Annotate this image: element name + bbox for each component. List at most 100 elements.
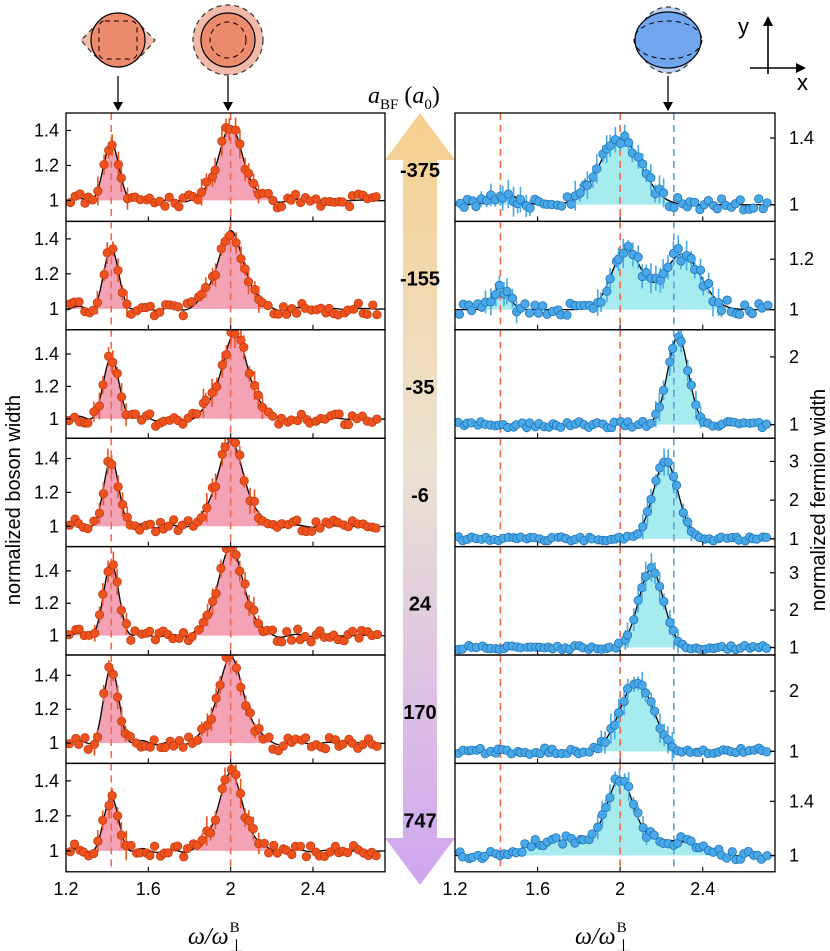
boson-data-point: [94, 610, 105, 620]
axis-x-label: x: [797, 70, 808, 95]
boson-data-point: [98, 815, 108, 825]
fermion-data-point: [649, 830, 659, 840]
boson-data-point: [173, 302, 183, 312]
boson-data-point: [145, 519, 155, 529]
fermion-data-point: [658, 385, 669, 395]
fermion-data-point: [494, 280, 504, 290]
fermion-data-point: [628, 799, 639, 809]
icon-pointer-arrows: [113, 76, 673, 111]
boson-data-point: [353, 298, 363, 308]
fermion-data-point: [651, 475, 661, 486]
boson-data-point: [371, 192, 381, 202]
boson-fill-area: [66, 440, 385, 527]
coupling-strength-arrow: [385, 113, 455, 885]
boson-data-point: [88, 305, 98, 315]
fermion-data-point: [605, 274, 615, 284]
boson-data-point: [89, 848, 99, 859]
boson-data-point: [113, 265, 123, 276]
fermion-data-point: [615, 138, 626, 149]
fermion-data-point: [618, 248, 628, 258]
xtick-label: 2: [226, 879, 236, 899]
boson-data-point: [306, 637, 316, 647]
boson-data-point: [226, 546, 236, 552]
boson-data-point: [239, 342, 249, 352]
boson-data-point: [231, 663, 242, 673]
ytick-label: 3: [789, 451, 799, 471]
boson-data-point: [116, 605, 127, 615]
boson-data-point: [210, 815, 221, 825]
boson-data-point: [354, 633, 364, 643]
coupling-value-6: 170: [403, 702, 436, 724]
xtick-label: 2.4: [690, 879, 715, 899]
boson-data-point: [239, 476, 249, 486]
fermion-data-point: [678, 508, 688, 518]
fermion-data-point: [642, 507, 653, 517]
boson-data-point: [108, 669, 118, 680]
boson-data-point: [221, 349, 231, 360]
fermion-data-point: [650, 568, 660, 578]
boson-data-point: [155, 307, 165, 317]
boson-data-point: [145, 742, 155, 752]
boson-data-point: [236, 788, 246, 799]
fermion-data-point: [663, 457, 673, 467]
boson-data-point: [244, 368, 254, 379]
boson-data-point: [178, 742, 188, 752]
boson-data-point: [178, 419, 188, 429]
fermion-data-point: [646, 697, 656, 707]
boson-data-point: [293, 624, 303, 634]
boson-data-point: [206, 714, 217, 724]
fermion-data-point: [650, 706, 660, 716]
boson-data-point: [169, 741, 179, 751]
boson-data-point: [202, 503, 212, 513]
boson-panel-1: 1 1.2 1.4: [34, 112, 386, 223]
fermion-data-point: [600, 737, 610, 748]
fermion-data-point: [582, 180, 593, 190]
boson-data-point: [235, 450, 245, 460]
fermion-data-point: [601, 802, 611, 813]
fermion-data-point: [455, 309, 464, 319]
fermion-data-point: [624, 781, 634, 792]
fermion-data-point: [638, 822, 648, 833]
fermion-data-point: [619, 696, 629, 707]
fermion-data-point: [668, 471, 679, 482]
ytick-label: 2: [789, 681, 799, 701]
fermion-panel-3: 12: [454, 329, 799, 439]
ytick-label: 1: [49, 626, 59, 646]
coupling-header: aBF (a0): [368, 83, 440, 113]
ytick-label: 1.4: [34, 344, 59, 364]
boson-data-point: [217, 136, 227, 146]
ytick-label: 1.4: [789, 791, 814, 811]
ytick-label: 1.2: [789, 249, 814, 269]
boson-data-point: [98, 489, 108, 499]
ytick-label: 1.2: [34, 593, 59, 613]
ytick-label: 1.2: [34, 699, 59, 719]
fermion-data-point: [748, 203, 759, 213]
boson-data-point: [117, 499, 128, 510]
boson-data-point: [212, 381, 222, 392]
boson-data-point: [126, 840, 136, 851]
boson-data-point: [196, 512, 207, 523]
fermion-data-point: [659, 188, 669, 198]
boson-data-point: [278, 302, 289, 312]
boson-data-point: [206, 828, 216, 838]
boson-data-point: [122, 299, 132, 309]
boson-data-point: [113, 811, 123, 821]
boson-data-point: [198, 617, 208, 628]
boson-data-point: [193, 735, 203, 745]
boson-data-point: [126, 635, 136, 645]
fermion-data-point: [556, 201, 567, 211]
panel-frame: [65, 762, 386, 873]
boson-data-point: [343, 848, 353, 858]
boson-data-point: [267, 625, 278, 635]
boson-data-point: [192, 409, 202, 419]
boson-data-point: [292, 515, 302, 525]
ytick-label: 1.4: [34, 561, 59, 581]
boson-data-point: [107, 791, 117, 801]
coordinate-axes-icon: [750, 16, 806, 74]
fermion-panel-4: 1 2 3: [454, 437, 799, 549]
boson-panel-4: 1 1.2 1.4: [34, 437, 386, 548]
boson-data-point: [112, 368, 122, 379]
ytick-label: 1.4: [34, 120, 59, 140]
boson-data-point: [301, 733, 311, 743]
coupling-value-2: -155: [400, 268, 440, 290]
